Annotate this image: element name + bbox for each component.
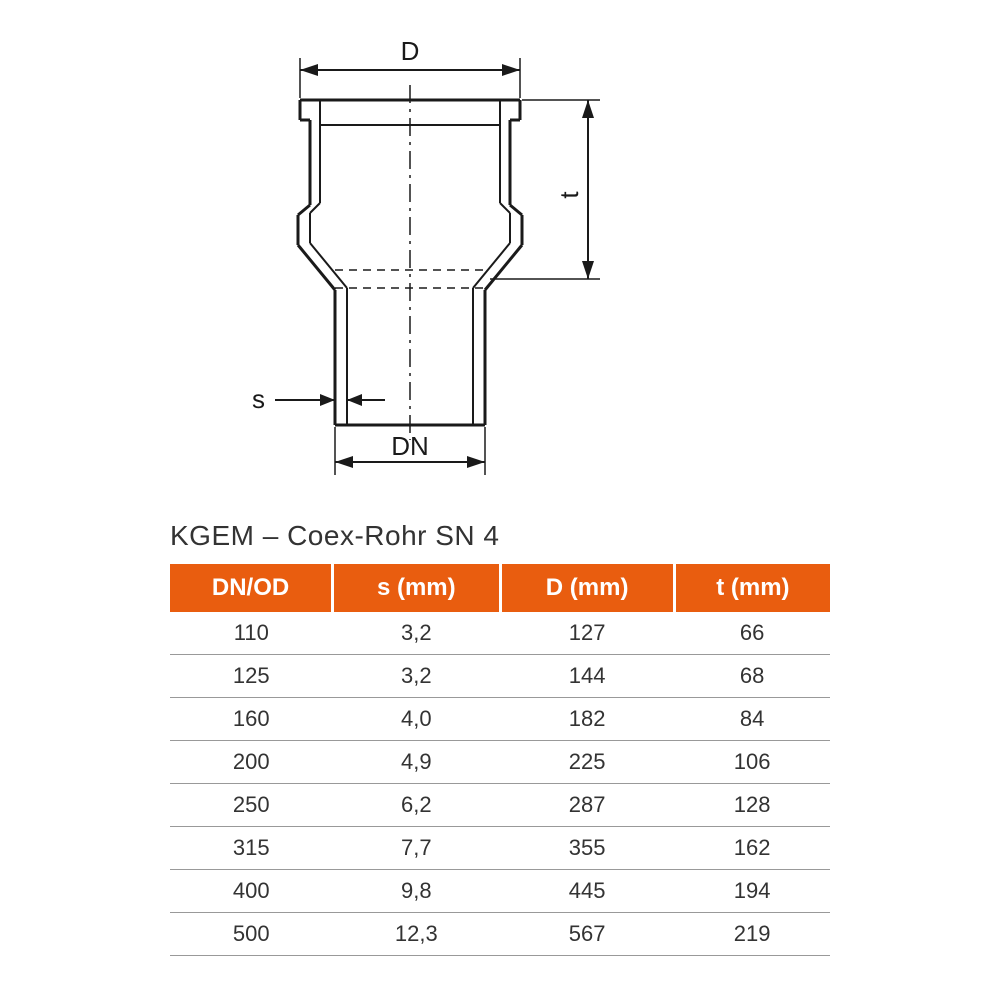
table-cell: 4,9 — [333, 741, 500, 784]
table-cell: 127 — [500, 612, 674, 655]
table-cell: 445 — [500, 870, 674, 913]
table-cell: 128 — [674, 784, 830, 827]
table-row: 4009,8445194 — [170, 870, 830, 913]
table-cell: 110 — [170, 612, 333, 655]
table-row: 50012,3567219 — [170, 913, 830, 956]
table-cell: 182 — [500, 698, 674, 741]
table-cell: 200 — [170, 741, 333, 784]
table-cell: 7,7 — [333, 827, 500, 870]
table-cell: 315 — [170, 827, 333, 870]
table-cell: 287 — [500, 784, 674, 827]
table-cell: 106 — [674, 741, 830, 784]
table-row: 1103,212766 — [170, 612, 830, 655]
table-cell: 9,8 — [333, 870, 500, 913]
table-cell: 355 — [500, 827, 674, 870]
table-cell: 3,2 — [333, 655, 500, 698]
pipe-diagram: D t DN s — [170, 30, 670, 490]
table-header-row: DN/OD s (mm) D (mm) t (mm) — [170, 564, 830, 612]
table-cell: 84 — [674, 698, 830, 741]
dim-label-s: s — [252, 384, 265, 414]
table-cell: 250 — [170, 784, 333, 827]
table-cell: 219 — [674, 913, 830, 956]
table-cell: 4,0 — [333, 698, 500, 741]
table-cell: 125 — [170, 655, 333, 698]
table-row: 1604,018284 — [170, 698, 830, 741]
table-row: 2506,2287128 — [170, 784, 830, 827]
table-cell: 567 — [500, 913, 674, 956]
col-header: DN/OD — [170, 564, 333, 612]
table-cell: 66 — [674, 612, 830, 655]
col-header: s (mm) — [333, 564, 500, 612]
table-cell: 500 — [170, 913, 333, 956]
table-cell: 12,3 — [333, 913, 500, 956]
dim-label-D: D — [401, 36, 420, 66]
table-title: KGEM – Coex-Rohr SN 4 — [170, 520, 830, 552]
table-row: 1253,214468 — [170, 655, 830, 698]
col-header: t (mm) — [674, 564, 830, 612]
table-cell: 144 — [500, 655, 674, 698]
dim-label-t: t — [554, 191, 584, 199]
table-cell: 6,2 — [333, 784, 500, 827]
table-cell: 400 — [170, 870, 333, 913]
table-cell: 162 — [674, 827, 830, 870]
table-row: 2004,9225106 — [170, 741, 830, 784]
col-header: D (mm) — [500, 564, 674, 612]
table-cell: 160 — [170, 698, 333, 741]
dim-label-DN: DN — [391, 431, 429, 461]
table-row: 3157,7355162 — [170, 827, 830, 870]
table-cell: 68 — [674, 655, 830, 698]
spec-table: DN/OD s (mm) D (mm) t (mm) 1103,21276612… — [170, 564, 830, 956]
table-cell: 225 — [500, 741, 674, 784]
table-cell: 3,2 — [333, 612, 500, 655]
table-cell: 194 — [674, 870, 830, 913]
